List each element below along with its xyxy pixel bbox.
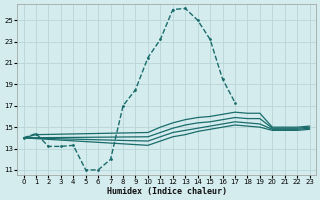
X-axis label: Humidex (Indice chaleur): Humidex (Indice chaleur) <box>107 187 227 196</box>
